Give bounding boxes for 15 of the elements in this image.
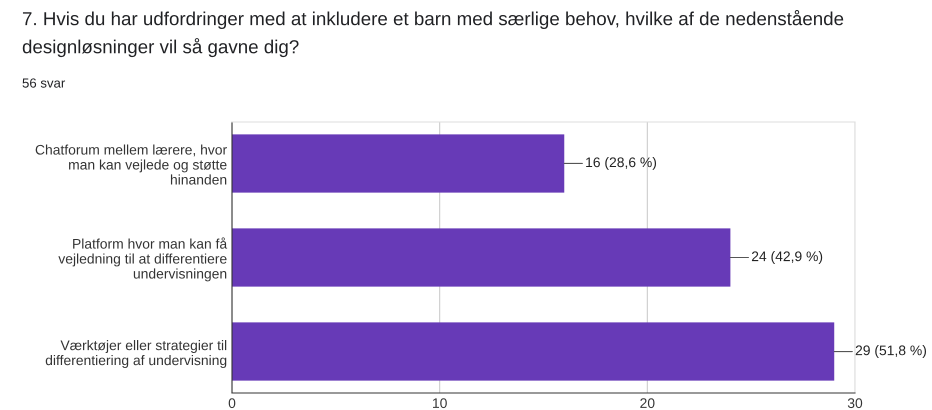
x-tick-label: 0 <box>228 398 236 408</box>
bar <box>232 134 564 193</box>
x-tick-label: 30 <box>848 398 862 408</box>
y-tick-label: Chatforum mellem lærere, hvor man kan vejlede og støtte hinanden <box>36 144 227 185</box>
chart-title: 7. Hvis du har udfordringer med at inkludere et barn med særlige behov, hvilke af de nedenstående designløsninger vil så gavne dig? <box>22 10 844 58</box>
y-tick-label: Værktøjer eller strategier til differentiering af undervisning <box>46 340 226 368</box>
x-tick-label: 20 <box>640 398 655 408</box>
bar <box>232 322 834 381</box>
y-tick-label: Platform hvor man kan få vejledning til at differentiere undervisningen <box>58 237 228 282</box>
text: 56 svar <box>22 78 66 88</box>
data-label: 29 (51,8 %) <box>856 345 926 358</box>
bar <box>232 228 730 287</box>
data-label: 24 (42,9 %) <box>752 251 822 264</box>
data-label: 16 (28,6 %) <box>586 156 656 170</box>
x-tick-label: 10 <box>433 398 447 408</box>
